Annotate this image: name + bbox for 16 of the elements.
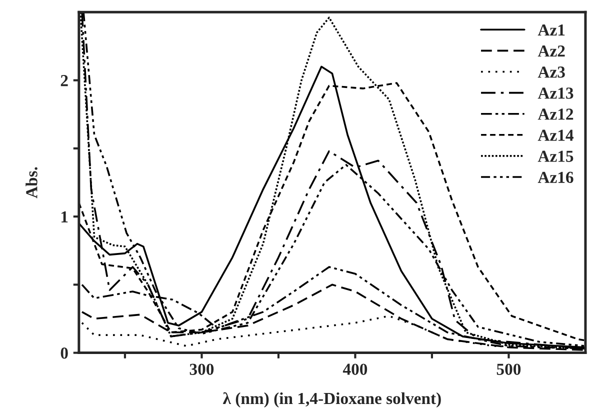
y-axis-title: Abs. xyxy=(26,167,38,198)
y-tick-label: 1 xyxy=(62,211,68,222)
legend-label: Az1 xyxy=(538,24,565,36)
legend-label: Az13 xyxy=(538,88,574,99)
x-axis-title: λ (nm) (in 1,4-Dioxane solvent) xyxy=(222,392,441,408)
legend-label: Az2 xyxy=(538,45,565,57)
legend-label: Az3 xyxy=(538,66,565,78)
legend-label: Az14 xyxy=(538,130,574,141)
y-tick-label: 2 xyxy=(60,75,68,86)
x-tick-label: 300 xyxy=(190,364,214,375)
y-tick-label: 0 xyxy=(60,347,68,359)
legend-label: Az16 xyxy=(538,172,574,183)
legend-label: Az15 xyxy=(538,150,574,162)
x-tick-label: 400 xyxy=(342,364,368,375)
x-tick-label: 500 xyxy=(496,364,521,375)
legend-label: Az12 xyxy=(538,108,574,120)
